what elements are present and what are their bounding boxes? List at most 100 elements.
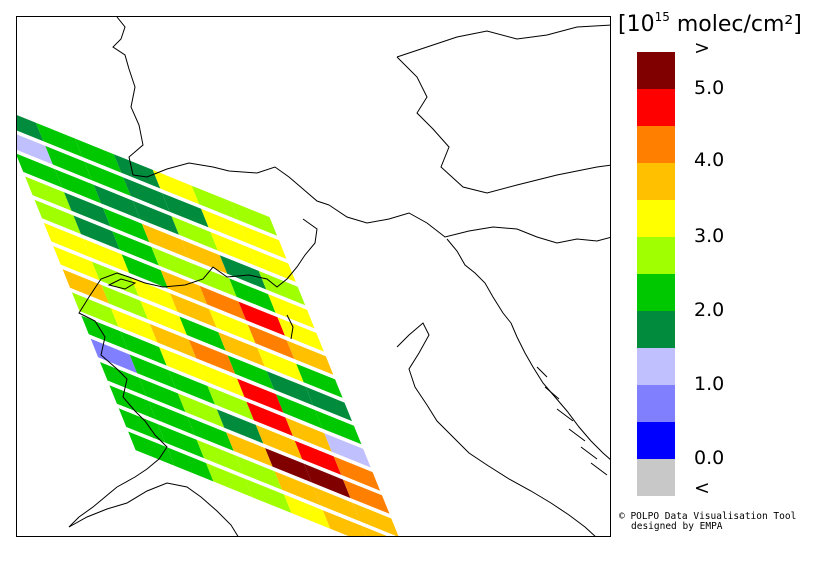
- colorbar-swatch: [637, 385, 675, 422]
- swath-pixel: [17, 115, 44, 142]
- swath-pixel: [110, 308, 158, 343]
- swath-pixel: [157, 424, 205, 459]
- swath-pixel: [17, 153, 63, 188]
- swath-pixel: [180, 239, 228, 274]
- swath-pixel: [149, 323, 197, 359]
- colorbar-swatch: [637, 348, 675, 385]
- swath-pixel: [230, 201, 278, 236]
- swath-pixel: [324, 433, 371, 468]
- swath-pixel: [171, 216, 218, 251]
- swath-pixel: [286, 340, 334, 375]
- swath-pixel: [64, 192, 111, 227]
- swath-pixel: [118, 408, 166, 443]
- swath-pixel: [294, 440, 342, 475]
- swath-pixel: [265, 448, 312, 483]
- swath-pixel: [226, 432, 273, 467]
- swath-pixel: [62, 269, 109, 304]
- swath-pixel: [352, 502, 399, 536]
- swath-pixel: [17, 134, 53, 165]
- swath-pixel: [103, 208, 150, 243]
- swath-pixel: [247, 324, 295, 359]
- swath-pixel: [112, 231, 159, 266]
- colorbar-swatch: [637, 163, 675, 200]
- swath-pixel: [274, 471, 321, 506]
- swath-pixel: [227, 355, 275, 390]
- border-switzerland-north: [132, 162, 330, 206]
- colorbar-swatch: [637, 52, 675, 89]
- swath-pixel: [162, 193, 209, 228]
- map-area[interactable]: [16, 16, 611, 537]
- swath-pixel: [235, 455, 282, 490]
- swath-pixel: [73, 215, 120, 250]
- swath-pixel: [34, 199, 81, 234]
- border-germany-czech: [396, 24, 610, 58]
- swath-pixel: [190, 262, 237, 297]
- lake-garda: [286, 314, 294, 340]
- colorbar-tick-label: 0.0: [694, 447, 725, 469]
- colorbar-tick-label: 2.0: [694, 299, 725, 321]
- swath-pixel: [207, 386, 254, 421]
- swath-pixel: [131, 277, 178, 312]
- colorbar-tick-label: 1.0: [694, 373, 725, 395]
- swath-pixel: [266, 371, 314, 406]
- swath-pixel: [121, 254, 169, 289]
- coast-adriatic-italy: [396, 322, 596, 536]
- swath-pixel: [129, 354, 176, 389]
- colorbar-unit-title: [1015 molec/cm²]: [614, 4, 810, 40]
- swath-pixel: [141, 223, 189, 258]
- swath-pixel: [128, 431, 175, 466]
- border-austria-italy: [328, 204, 610, 244]
- swath-pixel: [188, 339, 236, 374]
- swath-pixel: [101, 285, 148, 320]
- swath-pixel: [25, 176, 72, 211]
- coast-ligurian: [68, 482, 239, 536]
- swath-pixel: [152, 169, 200, 205]
- swath-pixel: [160, 270, 208, 305]
- swath-pixel: [361, 525, 387, 536]
- coastlines-and-borders: [68, 17, 610, 536]
- satellite-swath-layer: [17, 115, 399, 536]
- swath-pixel: [240, 224, 287, 259]
- swath-pixel: [113, 154, 161, 189]
- colorbar-swatch: [637, 274, 675, 311]
- swath-pixel: [305, 386, 352, 422]
- swath-pixel: [74, 138, 122, 173]
- swath-pixel: [71, 292, 119, 327]
- swath-pixel: [84, 161, 131, 196]
- swath-pixel: [120, 331, 167, 366]
- swath-pixel: [140, 300, 187, 335]
- unit-suffix: molec/cm²]: [670, 12, 802, 37]
- swath-pixel: [199, 285, 246, 321]
- swath-pixel: [314, 410, 362, 445]
- swath-pixel: [123, 177, 170, 212]
- swath-pixel: [43, 222, 91, 258]
- credit-line-1: © POLPO Data Visualisation Tool: [619, 511, 797, 522]
- swath-pixel: [170, 293, 217, 328]
- colorbar-tick-label: <: [694, 477, 710, 499]
- swath-pixel: [229, 278, 276, 313]
- swath-pixel: [109, 385, 156, 420]
- swath-pixel: [179, 316, 226, 351]
- swath-pixel: [45, 145, 92, 181]
- swath-pixel: [187, 416, 234, 451]
- swath-pixel: [216, 409, 264, 444]
- swath-pixel: [191, 185, 239, 220]
- swath-pixel: [100, 362, 147, 397]
- swath-pixel: [268, 294, 315, 329]
- swath-pixel: [237, 378, 284, 413]
- colorbar-tick-label: 5.0: [694, 77, 725, 99]
- colorbar-swatch: [637, 422, 675, 459]
- border-alps: [68, 218, 318, 528]
- swath-pixel: [206, 463, 253, 498]
- colorbar: [637, 52, 675, 496]
- swath-pixel: [35, 122, 83, 157]
- swath-pixel: [210, 232, 257, 267]
- swath-pixel: [54, 169, 102, 204]
- swath-pixel: [255, 424, 303, 460]
- swath-pixel: [132, 200, 179, 235]
- swath-pixel: [283, 494, 331, 529]
- swath-pixel: [151, 246, 198, 282]
- colorbar-swatch: [637, 89, 675, 126]
- swath-pixel: [333, 456, 381, 491]
- swath-pixel: [201, 208, 248, 244]
